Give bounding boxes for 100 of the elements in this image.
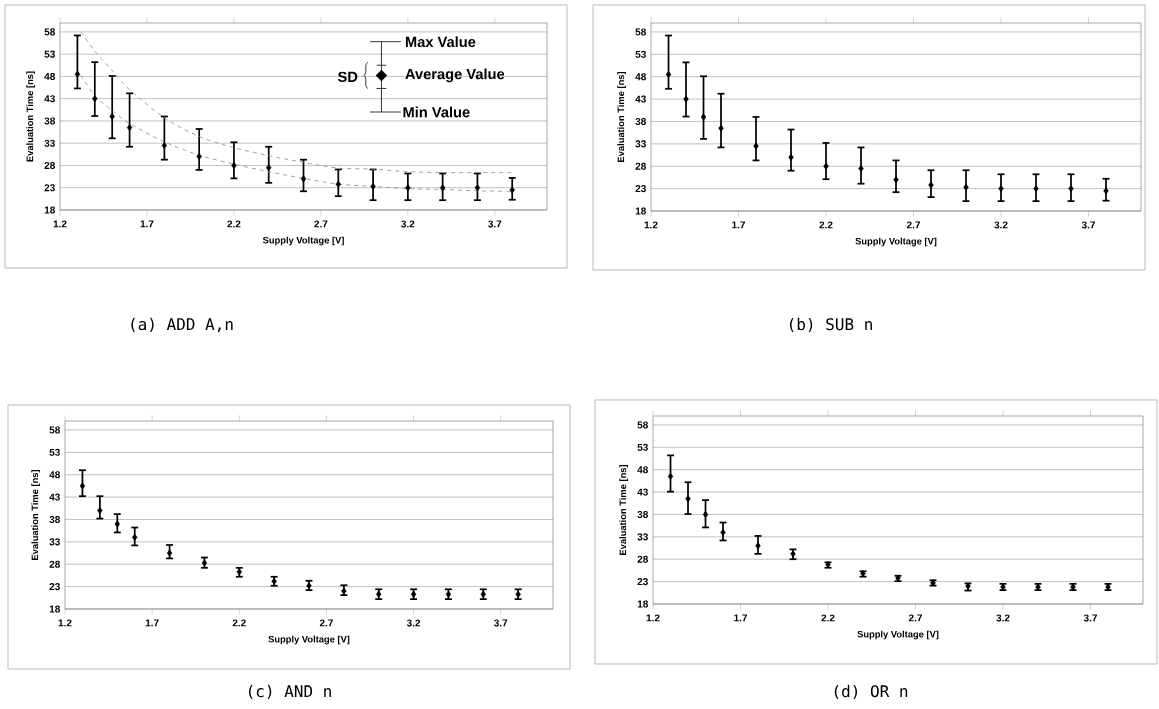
point bbox=[667, 472, 674, 480]
y-tick-label: 18 bbox=[637, 600, 648, 608]
point bbox=[509, 186, 515, 194]
x-tick-label: 2.2 bbox=[232, 619, 246, 627]
y-tick-label: 58 bbox=[44, 28, 55, 36]
y-tick-label: 43 bbox=[637, 488, 648, 496]
point bbox=[161, 141, 168, 149]
point bbox=[928, 181, 934, 189]
point bbox=[132, 533, 138, 541]
y-tick-label: 18 bbox=[635, 207, 646, 215]
annotation: Average Value bbox=[405, 68, 505, 83]
y-tick-label: 53 bbox=[49, 448, 60, 456]
point bbox=[300, 175, 307, 183]
y-tick-label: 28 bbox=[635, 162, 646, 170]
x-tick-label: 2.2 bbox=[819, 221, 833, 229]
point bbox=[370, 182, 376, 190]
x-tick-label: 3.2 bbox=[994, 221, 1008, 229]
x-tick-label: 3.2 bbox=[406, 619, 421, 627]
text: (d) OR n bbox=[834, 684, 908, 700]
point bbox=[231, 162, 237, 169]
y-tick-label: 48 bbox=[635, 73, 646, 81]
x-tick-label: 2.2 bbox=[821, 614, 835, 622]
text: (b) SUB n bbox=[789, 317, 872, 333]
y-tick-label: 38 bbox=[44, 117, 55, 125]
point bbox=[335, 180, 341, 188]
y-tick-label: 33 bbox=[637, 533, 648, 541]
x-tick-label: 3.7 bbox=[1083, 614, 1098, 622]
y-tick-label: 23 bbox=[635, 185, 646, 193]
y-tick-label: 18 bbox=[44, 206, 55, 214]
point bbox=[1033, 185, 1039, 193]
point bbox=[858, 165, 864, 172]
x-tick-label: 1.2 bbox=[644, 221, 658, 229]
y-tick-label: 23 bbox=[44, 184, 55, 192]
point bbox=[114, 520, 120, 528]
text: (c) AND n bbox=[248, 684, 331, 700]
line-series bbox=[80, 31, 513, 174]
annotation: SD bbox=[337, 71, 358, 83]
y-tick-label: 58 bbox=[49, 426, 60, 434]
point bbox=[963, 183, 969, 191]
y-tick-label: 58 bbox=[635, 28, 646, 36]
y-tick-label: 23 bbox=[49, 583, 60, 591]
point bbox=[683, 95, 689, 103]
point bbox=[823, 162, 829, 170]
y-tick-label: 53 bbox=[635, 50, 646, 58]
y-tick-label: 48 bbox=[637, 466, 648, 474]
x-tick-label: 1.7 bbox=[145, 619, 159, 627]
point bbox=[702, 510, 709, 518]
point bbox=[718, 124, 724, 132]
y-tick-label: 43 bbox=[44, 95, 55, 103]
x-tick-label: 2.7 bbox=[314, 220, 328, 228]
x-tick-label: 1.2 bbox=[646, 614, 660, 622]
point bbox=[74, 70, 81, 78]
y-tick-label: 43 bbox=[49, 493, 60, 501]
point bbox=[109, 113, 115, 120]
y-tick-label: 28 bbox=[49, 560, 60, 568]
y-tick-label: 38 bbox=[637, 510, 648, 518]
x-tick-label: 2.2 bbox=[227, 220, 241, 228]
y-tick-label: 33 bbox=[49, 538, 60, 546]
annotation: Min Value bbox=[403, 106, 470, 118]
point bbox=[1068, 185, 1074, 193]
point bbox=[97, 507, 103, 514]
point bbox=[1103, 187, 1109, 195]
x-tick-label: 1.2 bbox=[58, 619, 72, 627]
y-axis-title: Evaluation Time [ns] bbox=[26, 71, 36, 162]
y-tick-label: 38 bbox=[49, 515, 60, 523]
y-tick-label: 53 bbox=[637, 443, 648, 451]
point bbox=[439, 184, 446, 192]
x-tick-label: 3.2 bbox=[996, 614, 1010, 622]
x-tick-label: 1.2 bbox=[53, 220, 67, 228]
x-tick-label: 3.7 bbox=[488, 220, 502, 228]
point bbox=[405, 184, 411, 192]
y-axis-title: Evaluation Time [ns] bbox=[619, 464, 629, 555]
point bbox=[266, 164, 272, 172]
y-tick-label: 33 bbox=[635, 140, 646, 148]
x-tick-label: 1.7 bbox=[732, 221, 746, 229]
y-tick-label: 18 bbox=[49, 605, 60, 613]
y-tick-label: 48 bbox=[49, 471, 60, 479]
point bbox=[474, 184, 481, 192]
point bbox=[998, 185, 1004, 193]
point bbox=[893, 176, 899, 184]
annotation: Max Value bbox=[405, 36, 476, 48]
text: (a) ADD A,n bbox=[131, 317, 233, 333]
y-tick-label: 43 bbox=[635, 95, 646, 103]
x-tick-label: 2.7 bbox=[319, 619, 333, 627]
x-tick-label: 3.7 bbox=[1081, 221, 1096, 229]
point bbox=[79, 482, 86, 490]
y-tick-label: 53 bbox=[44, 50, 55, 58]
x-axis-title: Supply Voltage [V] bbox=[268, 635, 350, 645]
y-tick-label: 38 bbox=[635, 117, 646, 126]
point bbox=[753, 142, 759, 150]
x-tick-label: 3.7 bbox=[494, 619, 508, 627]
x-tick-label: 1.7 bbox=[734, 614, 748, 622]
y-tick-label: 28 bbox=[44, 161, 55, 170]
y-axis-title: Evaluation Time [ns] bbox=[31, 469, 41, 560]
point bbox=[126, 124, 133, 132]
y-tick-label: 48 bbox=[44, 72, 55, 80]
point bbox=[788, 153, 794, 161]
x-axis-title: Supply Voltage [V] bbox=[855, 237, 937, 247]
y-axis-title: Evaluation Time [ns] bbox=[617, 71, 627, 162]
x-tick-label: 2.7 bbox=[908, 614, 923, 622]
